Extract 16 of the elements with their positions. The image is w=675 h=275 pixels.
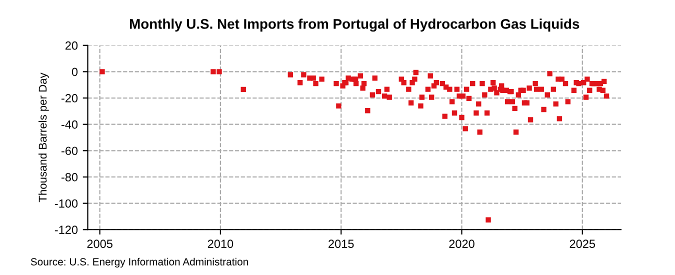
x-tick-label: 2010 — [208, 240, 234, 248]
x-tick-label: 2015 — [328, 240, 354, 248]
source-note: Source: U.S. Energy Information Administration — [30, 258, 248, 268]
y-tick-label: -60 — [61, 146, 78, 156]
chart-title: Monthly U.S. Net Imports from Portugal of Hydrocarbon Gas Liquids — [130, 18, 580, 32]
y-axis-title: Thousand Barrels per Day — [38, 72, 49, 202]
y-tick-label: -80 — [61, 173, 78, 182]
y-tick-label: 20 — [65, 41, 78, 50]
y-tick-label: -120 — [54, 226, 78, 234]
x-tick-label: 2020 — [449, 240, 474, 248]
y-tick-label: 0 — [72, 68, 78, 76]
y-tick-label: -40 — [61, 120, 78, 129]
x-tick-label: 2025 — [570, 240, 596, 248]
y-tick-label: -100 — [54, 199, 78, 208]
y-tick-label: -20 — [61, 94, 78, 102]
x-tick-label: 2005 — [87, 240, 112, 248]
